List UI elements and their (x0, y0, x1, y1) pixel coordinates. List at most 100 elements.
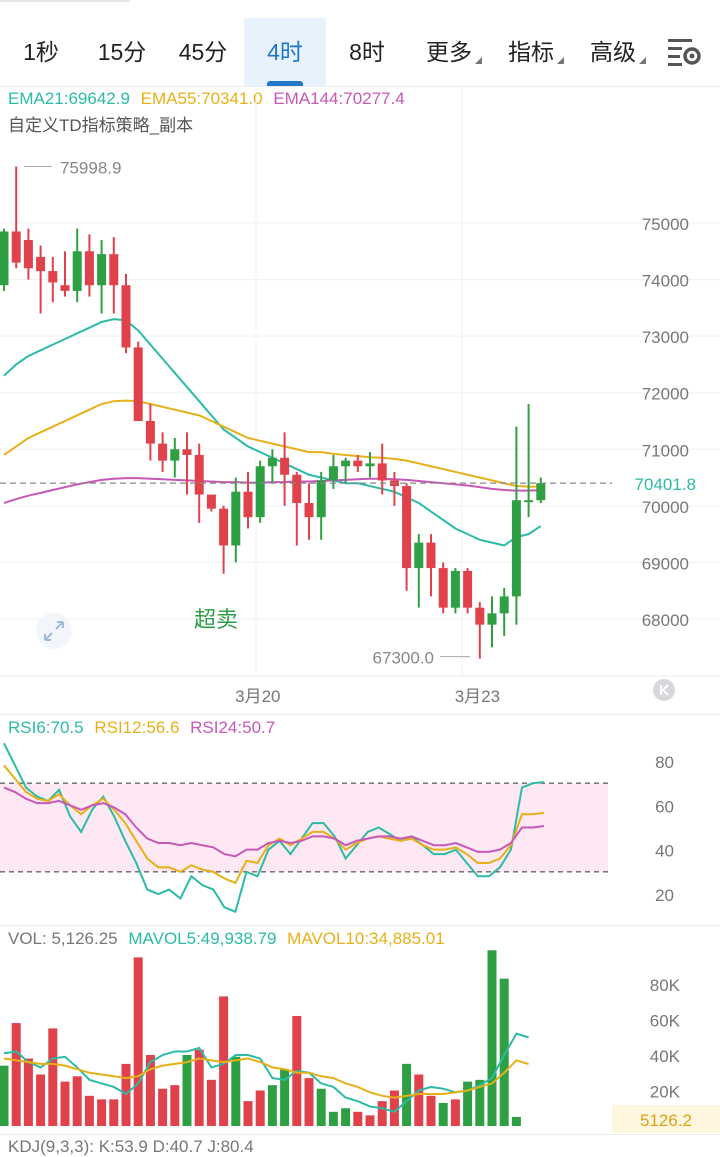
panel-divider (0, 1134, 720, 1135)
vol-y-tick-label: 20K (650, 1083, 681, 1102)
candle-body (377, 463, 387, 481)
candle (145, 404, 155, 461)
volume-bar (60, 1081, 70, 1126)
candle (377, 443, 387, 495)
candle-body (304, 503, 314, 518)
tab-4[interactable]: 8时 (326, 18, 408, 86)
high-price-label: 75998.9 (60, 158, 121, 177)
volume-chart[interactable]: 20K 40K 60K 80K 5126.2 (0, 948, 720, 1133)
ema21-line (3, 318, 542, 547)
candle-body (255, 466, 265, 518)
candle (255, 460, 265, 523)
dropdown-arrow-icon (475, 57, 482, 64)
candle-body (11, 231, 21, 263)
volume-bar (182, 1055, 192, 1126)
candle (48, 256, 58, 303)
tab-3[interactable]: 4时 (244, 18, 326, 86)
chart-settings-icon[interactable] (664, 34, 704, 70)
candle (524, 404, 534, 518)
x-tick-label: 3月23 (455, 687, 500, 706)
volume-bar (475, 1079, 485, 1126)
candle-body (524, 500, 534, 503)
candle-body (206, 494, 216, 509)
y-tick-label: 75000 (642, 215, 689, 234)
candle (206, 494, 216, 512)
candle-body (328, 466, 338, 481)
candle-body (109, 254, 119, 286)
tab-label: 45分 (178, 39, 228, 65)
rsi-y-tick-label: 20 (655, 886, 674, 905)
y-tick-label: 69000 (642, 554, 689, 573)
candle-body (487, 613, 497, 625)
candle (158, 432, 168, 472)
y-tick-label: 72000 (642, 385, 689, 404)
candle-body (97, 254, 107, 286)
volume-bar (377, 1101, 387, 1126)
ema55-legend: EMA55:70341.0 (140, 89, 263, 108)
tab-5[interactable]: 更多 (408, 18, 490, 86)
candle (328, 454, 338, 489)
tab-1[interactable]: 15分 (82, 18, 162, 86)
candle (389, 471, 399, 506)
expand-icon[interactable] (36, 613, 72, 649)
rsi-y-tick-label: 80 (655, 753, 674, 772)
candle-body (536, 483, 546, 501)
volume-bar (426, 1095, 436, 1126)
tab-0[interactable]: 1秒 (0, 18, 82, 86)
candle-body (292, 474, 302, 504)
candle (365, 452, 375, 478)
oversold-label: 超卖 (194, 607, 238, 632)
price-chart[interactable]: 68000 69000 70000 71000 72000 73000 74000 75000… (0, 86, 720, 716)
volume-bar (170, 1085, 180, 1126)
candle-body (402, 486, 412, 569)
candle-body (194, 454, 204, 495)
vol-y-tick-label: 60K (650, 1012, 681, 1031)
candle (84, 234, 94, 297)
tab-6[interactable]: 指标 (490, 18, 572, 86)
last-price-label: 70401.8 (635, 475, 696, 494)
candle-body (463, 570, 473, 608)
candle-body (475, 607, 485, 625)
volume-bar (365, 1115, 375, 1126)
candle-body (219, 508, 229, 546)
scroll-to-start-icon[interactable] (653, 679, 675, 701)
candle (475, 602, 485, 659)
candle-body (426, 542, 436, 569)
tab-2[interactable]: 45分 (162, 18, 244, 86)
rsi-y-tick-label: 40 (655, 842, 674, 861)
candle (426, 534, 436, 597)
y-tick-label: 71000 (642, 441, 689, 460)
volume-legend: VOL: 5,126.25 MAVOL5:49,938.79 MAVOL10:3… (8, 929, 451, 949)
volume-bar (158, 1088, 168, 1126)
low-price-label: 67300.0 (373, 649, 434, 668)
candle (121, 273, 131, 354)
volume-bar (72, 1076, 82, 1126)
volume-bar (463, 1081, 473, 1126)
candle-body (121, 285, 131, 348)
ema55-line (3, 399, 541, 488)
toolbar-top-divider (0, 0, 130, 2)
rsi6-line (3, 742, 545, 914)
expand-icon-bg (36, 613, 72, 649)
mavol10-legend: MAVOL10:34,885.01 (287, 929, 445, 948)
candle-body (170, 449, 180, 461)
ema21-legend: EMA21:69642.9 (8, 89, 130, 108)
volume-bar (206, 1079, 216, 1126)
volume-bar (36, 1074, 46, 1126)
candle-body (36, 256, 46, 272)
rsi24-line (3, 786, 545, 858)
candle (243, 471, 253, 529)
candle-body (414, 542, 424, 569)
candle-body (267, 457, 277, 467)
ema144-legend: EMA144:70277.4 (273, 89, 405, 108)
rsi-chart[interactable]: 20 40 60 80 (0, 740, 720, 925)
tab-7[interactable]: 高级 (572, 18, 654, 86)
volume-bar (499, 978, 509, 1126)
tab-label: 高级 (590, 39, 636, 65)
rsi12-legend: RSI12:56.6 (94, 718, 180, 737)
candle-body (0, 231, 9, 286)
volume-bar (231, 1056, 241, 1126)
candle-body (341, 460, 351, 467)
volume-bar (511, 1116, 521, 1126)
volume-bar (267, 1085, 277, 1126)
